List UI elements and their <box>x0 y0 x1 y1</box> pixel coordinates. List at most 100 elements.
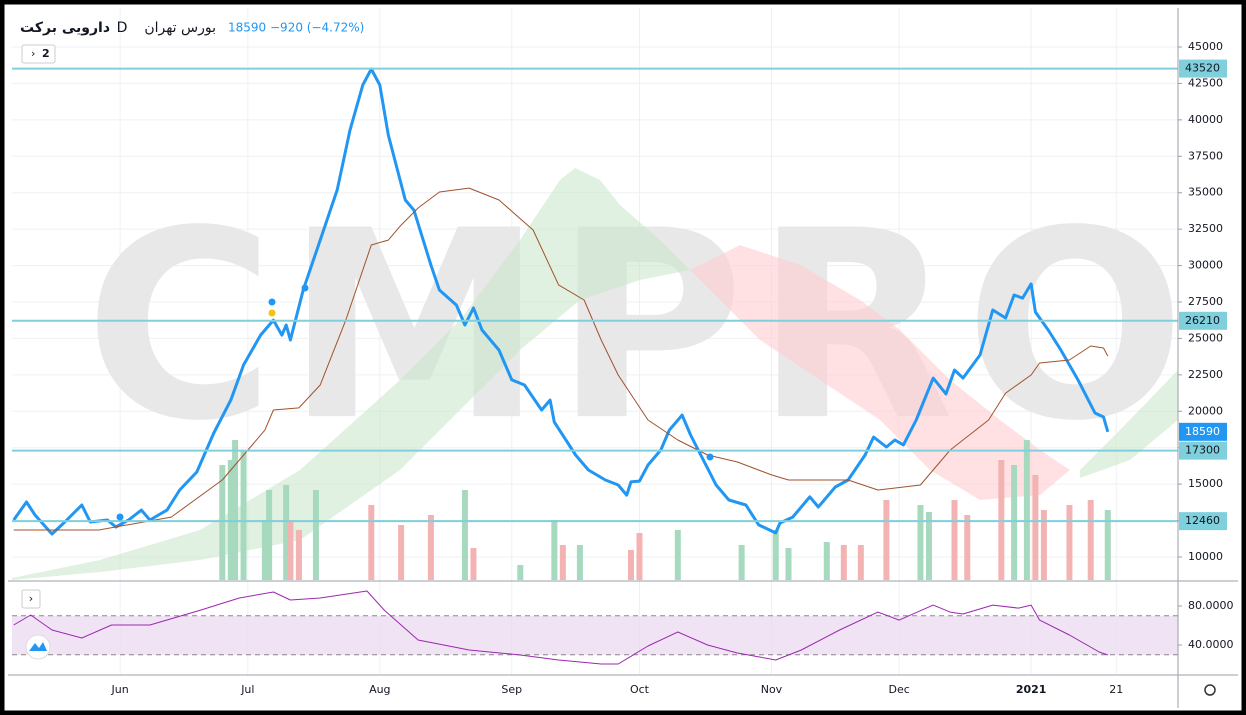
volume-bar <box>295 530 302 580</box>
symbol-name: دارویی برکت <box>20 20 110 36</box>
signal <box>706 453 714 461</box>
volume-bar <box>840 545 847 580</box>
x-tick-label: 2021 <box>1016 683 1047 696</box>
volume-bar <box>427 515 434 580</box>
volume-bar <box>227 460 234 580</box>
price-label-box <box>1179 512 1227 531</box>
volume-bar <box>1066 505 1073 580</box>
y-tick-label: 10000 <box>1188 550 1223 563</box>
exchange: بورس تهران <box>144 20 216 36</box>
volume-bar <box>287 520 294 580</box>
volume-bar <box>398 525 405 580</box>
volume-bar <box>674 530 681 580</box>
y-tick-label: 27500 <box>1188 295 1223 308</box>
pane-toggle[interactable] <box>21 589 41 609</box>
x-tick-label: Oct <box>630 683 650 696</box>
volume-bar <box>240 450 247 580</box>
y-tick-label: 45000 <box>1188 40 1223 53</box>
y-tick-label: 40000 <box>1188 113 1223 126</box>
y-tick-label: 80.0000 <box>1188 599 1234 612</box>
logo-icon <box>29 642 47 651</box>
x-tick-label: 21 <box>1109 683 1123 696</box>
volume-bar <box>785 548 792 580</box>
y-tick-label: 42500 <box>1188 76 1223 89</box>
price-label: 17300 <box>1185 444 1220 457</box>
x-tick-label: Aug <box>369 683 390 696</box>
toggle-arrow: › <box>31 47 35 60</box>
volume-bar <box>772 530 779 580</box>
price-line <box>13 590 1108 665</box>
y-tick-label: 35000 <box>1188 186 1223 199</box>
header: دارویی برکت D بورس تهران 18590 −920 (−4.… <box>20 20 364 36</box>
volume-bar <box>1011 465 1018 580</box>
x-tick-label: Nov <box>761 683 783 696</box>
volume-bar <box>636 533 643 580</box>
volume-bar <box>1104 510 1111 580</box>
volume-bar <box>823 542 830 580</box>
indicator-count: 2 <box>42 47 50 60</box>
volume-bar <box>627 550 634 580</box>
price-line <box>13 187 1109 531</box>
volume-bar <box>219 465 226 580</box>
volume-bar <box>1023 440 1030 580</box>
volume-bar <box>261 520 268 580</box>
volume-bar <box>266 490 273 580</box>
volume-bar <box>283 485 290 580</box>
volume-bar <box>883 500 890 580</box>
volume-bar <box>1032 475 1039 580</box>
watermark: CMPRO <box>84 176 1195 478</box>
volume-bar <box>1087 500 1094 580</box>
volume-bar <box>738 545 745 580</box>
y-tick-label: 20000 <box>1188 404 1223 417</box>
price-label-box <box>1179 311 1227 330</box>
volume-bar <box>232 440 239 580</box>
last-price-label: 18590 <box>1185 425 1220 438</box>
volume-bar <box>964 515 971 580</box>
settings-icon[interactable] <box>1204 684 1216 696</box>
volume-bar <box>917 505 924 580</box>
y-tick-label: 40.0000 <box>1188 638 1234 651</box>
interval: D <box>117 20 128 36</box>
x-tick-label: Sep <box>501 683 522 696</box>
volume-bar <box>551 520 558 580</box>
price-label: 26210 <box>1185 314 1220 327</box>
signal <box>116 513 124 521</box>
volume-bar <box>576 545 583 580</box>
toggle-arrow: › <box>29 592 33 605</box>
x-tick-label: Jul <box>240 683 254 696</box>
y-tick-label: 22500 <box>1188 368 1223 381</box>
volume-bar <box>368 505 375 580</box>
volume-bar <box>559 545 566 580</box>
volume-bar <box>951 500 958 580</box>
volume-bar <box>925 512 932 580</box>
price-label: 43520 <box>1185 62 1220 75</box>
last-price-box <box>1179 422 1227 441</box>
price-label-box <box>1179 59 1227 78</box>
volume-bar <box>998 460 1005 580</box>
y-tick-label: 15000 <box>1188 477 1223 490</box>
rsi-band <box>12 615 1178 655</box>
y-tick-label: 37500 <box>1188 149 1223 162</box>
cloud-red <box>690 245 1070 500</box>
price-label-box <box>1179 441 1227 460</box>
cloud-green <box>12 168 690 580</box>
volume <box>219 440 1111 580</box>
signal <box>268 309 276 317</box>
indicators-toggle[interactable] <box>21 44 56 64</box>
signal <box>301 284 309 292</box>
plot <box>12 67 1178 665</box>
volume-bar <box>517 565 524 580</box>
y-tick-label: 25000 <box>1188 331 1223 344</box>
price-change: −920 (−4.72%) <box>270 21 364 35</box>
volume-bar <box>470 548 477 580</box>
volume-bar <box>857 545 864 580</box>
volume-bar <box>461 490 468 580</box>
x-tick-label: Dec <box>889 683 910 696</box>
volume-bar <box>1040 510 1047 580</box>
last-price: 18590 <box>228 21 266 35</box>
volume-bar <box>312 490 319 580</box>
price-line <box>12 67 1110 536</box>
price-label: 12460 <box>1185 514 1220 527</box>
signal <box>268 298 276 306</box>
